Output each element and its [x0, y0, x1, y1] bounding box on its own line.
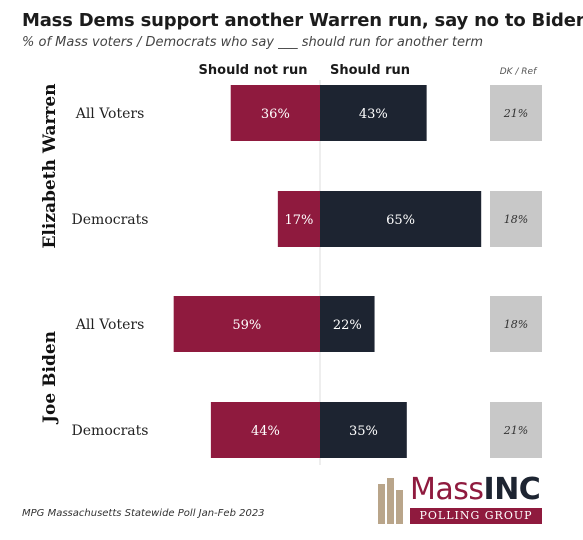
- bar-label-should-not-run-elizabeth-warren-democrats: 17%: [284, 213, 313, 228]
- group-label-elizabeth-warren: Elizabeth Warren: [40, 83, 60, 248]
- bar-should-not-run-elizabeth-warren-democrats: [277, 191, 320, 247]
- header-should-run: Should run: [330, 63, 410, 78]
- box-label-dk-ref-elizabeth-warren-all-voters: 21%: [503, 107, 528, 120]
- chart-marks: Elizabeth Warren All Voters 36% 43% 21% Democ…: [40, 83, 542, 458]
- logo-bars-icon: [378, 478, 406, 524]
- box-label-dk-ref-elizabeth-warren-democrats: 18%: [504, 213, 528, 226]
- box-dk-ref-joe-biden-all-voters: [490, 296, 542, 352]
- bar-should-run-joe-biden-democrats: [320, 402, 407, 458]
- box-dk-ref-joe-biden-democrats: [490, 402, 542, 458]
- chart-title: Mass Dems support another Warren run, sa…: [22, 10, 583, 31]
- box-dk-ref-elizabeth-warren-all-voters: [490, 85, 542, 141]
- bar-should-run-elizabeth-warren-all-voters: [320, 85, 427, 141]
- bar-should-not-run-joe-biden-democrats: [210, 402, 320, 458]
- box-label-dk-ref-joe-biden-democrats: 21%: [503, 424, 528, 437]
- bar-should-run-elizabeth-warren-democrats: [320, 191, 482, 247]
- chart-subtitle: % of Mass voters / Democrats who say ___…: [22, 35, 483, 50]
- bar-should-run-joe-biden-all-voters: [320, 296, 375, 352]
- source-note: MPG Massachusetts Statewide Poll Jan-Feb…: [22, 508, 265, 519]
- bar-label-should-run-joe-biden-all-voters: 22%: [333, 318, 362, 333]
- bar-should-not-run-joe-biden-all-voters: [173, 296, 320, 352]
- massinc-logo: MassINC POLLING GROUP: [378, 472, 553, 526]
- header-should-not-run: Should not run: [199, 63, 308, 78]
- logo-tagline: POLLING GROUP: [410, 508, 542, 524]
- header-dk-ref: DK / Ref: [500, 67, 538, 77]
- logo-brand: MassINC: [410, 472, 541, 507]
- row-label-joe-biden-all-voters: All Voters: [75, 317, 145, 333]
- bar-label-should-run-joe-biden-democrats: 35%: [349, 424, 378, 439]
- row-label-elizabeth-warren-all-voters: All Voters: [75, 106, 145, 122]
- row-label-elizabeth-warren-democrats: Democrats: [72, 212, 149, 228]
- bar-should-not-run-elizabeth-warren-all-voters: [230, 85, 320, 141]
- bar-label-should-not-run-joe-biden-democrats: 44%: [251, 424, 280, 439]
- bar-label-should-not-run-joe-biden-all-voters: 59%: [232, 318, 261, 333]
- group-label-joe-biden: Joe Biden: [40, 331, 60, 425]
- bar-label-should-run-elizabeth-warren-democrats: 65%: [386, 213, 415, 228]
- bar-label-should-not-run-elizabeth-warren-all-voters: 36%: [261, 107, 290, 122]
- box-label-dk-ref-joe-biden-all-voters: 18%: [504, 318, 528, 331]
- box-dk-ref-elizabeth-warren-democrats: [490, 191, 542, 247]
- row-label-joe-biden-democrats: Democrats: [72, 423, 149, 439]
- bar-chart: Should not run Should run DK / Ref Eliza…: [40, 63, 542, 465]
- bar-label-should-run-elizabeth-warren-all-voters: 43%: [359, 107, 388, 122]
